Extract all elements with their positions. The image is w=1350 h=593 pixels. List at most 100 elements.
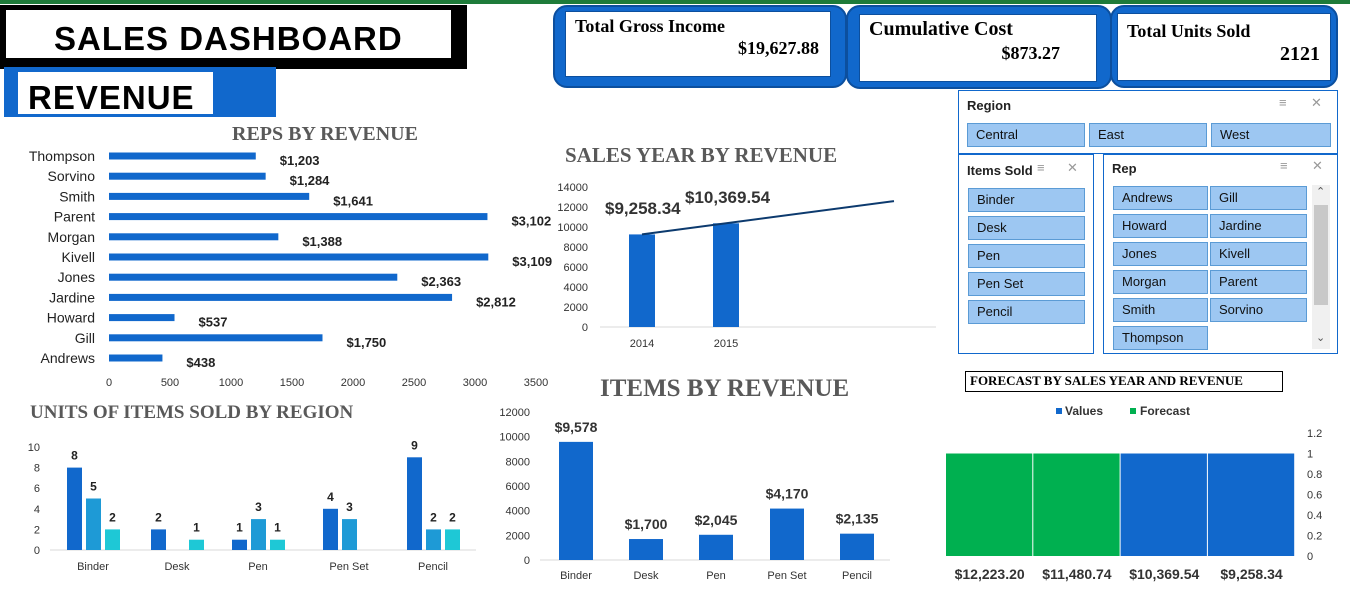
rep-parent-button[interactable]: Parent [1210,270,1307,294]
rep-revenue-bar [109,354,163,362]
items-x-tick-label: Pen [706,570,726,582]
year-x-tick-label: 2015 [714,338,738,350]
kpi-cost-label: Cumulative Cost [869,18,1013,40]
rep-revenue-data-label: $1,641 [333,193,373,208]
item-pen-set-button[interactable]: Pen Set [968,272,1085,296]
units-x-tick-label: Desk [164,561,190,573]
clear-filter-icon[interactable]: ✕ [1067,160,1078,175]
units-data-label: 9 [411,438,418,452]
units-data-label: 8 [71,449,78,463]
rep-revenue-bar [109,273,398,281]
clear-filter-icon[interactable]: ✕ [1312,158,1323,173]
items-revenue-bar [699,534,733,560]
item-pencil-button[interactable]: Pencil [968,300,1085,324]
multi-select-icon[interactable]: ≡ [1279,95,1287,110]
clear-filter-icon[interactable]: ✕ [1311,95,1322,110]
forecast-x-tick-label: $9,258.34 [1220,566,1282,582]
rep-jones-button[interactable]: Jones [1113,242,1208,266]
rep-morgan-button[interactable]: Morgan [1113,270,1208,294]
rep-category-label: Thompson [29,148,95,164]
year-chart-title: SALES YEAR BY REVENUE [565,143,838,167]
year-revenue-bar [629,234,655,327]
rep-howard-button[interactable]: Howard [1113,214,1208,238]
region-east-button[interactable]: East [1089,123,1207,147]
units-data-label: 2 [109,510,116,524]
item-desk-button[interactable]: Desk [968,216,1085,240]
forecast-y-tick-label: 0 [1307,551,1313,563]
item-binder-button[interactable]: Binder [968,188,1085,212]
scroll-down-icon[interactable]: ⌄ [1316,332,1326,344]
dashboard-title: SALES DASHBOARD [54,20,403,57]
items-y-tick-label: 8000 [506,456,530,468]
items-revenue-bar [559,441,593,560]
dashboard-subtitle: REVENUE [28,79,195,116]
items-revenue-data-label: $9,578 [555,419,598,435]
rep-smith-button[interactable]: Smith [1113,298,1208,322]
items-revenue-bar [840,533,874,560]
rep-revenue-data-label: $1,284 [290,173,331,188]
scroll-up-icon[interactable]: ⌃ [1316,186,1326,198]
year-y-tick-label: 12000 [557,202,588,214]
scrollbar-thumb[interactable] [1314,205,1328,305]
kpi-gross-income-value: $19,627.88 [738,38,819,58]
rep-revenue-bar [109,192,310,200]
year-x-tick-label: 2014 [630,338,654,350]
rep-andrews-button[interactable]: Andrews [1113,186,1208,210]
units-bar [232,539,247,550]
reps-x-tick-label: 0 [106,377,112,389]
units-data-label: 5 [90,480,97,494]
region-central-button[interactable]: Central [967,123,1085,147]
forecast-y-tick-label: 0.8 [1307,469,1322,481]
units-bar [426,529,441,550]
forecast-bar [946,453,1033,556]
forecast-bar [1120,453,1207,556]
top-border-line [0,0,1350,4]
rep-revenue-bar [109,213,488,221]
forecast-title-box [965,371,1283,392]
rep-jardine-button[interactable]: Jardine [1210,214,1307,238]
forecast-x-tick-label: $10,369.54 [1129,566,1199,582]
items-x-tick-label: Pencil [842,570,872,582]
kpi-units-card: Total Units Sold 2121 [1110,5,1338,88]
rep-sorvino-button[interactable]: Sorvino [1210,298,1307,322]
units-data-label: 2 [155,510,162,524]
multi-select-icon[interactable]: ≡ [1280,158,1288,173]
year-y-tick-label: 14000 [557,182,588,194]
year-y-tick-label: 4000 [564,282,588,294]
rep-category-label: Sorvino [48,168,96,184]
forecast-x-tick-label: $11,480.74 [1042,566,1112,582]
rep-revenue-data-label: $1,750 [347,335,387,350]
forecast-x-tick-label: $12,223.20 [955,566,1025,582]
items-revenue-data-label: $1,700 [625,516,668,532]
year-trendline [641,200,895,236]
rep-revenue-data-label: $3,109 [512,254,552,269]
multi-select-icon[interactable]: ≡ [1037,160,1045,175]
rep-thompson-button[interactable]: Thompson [1113,326,1208,350]
item-pen-button[interactable]: Pen [968,244,1085,268]
rep-kivell-button[interactable]: Kivell [1210,242,1307,266]
kpi-units-label: Total Units Sold [1127,21,1251,41]
rep-slicer-scrollbar[interactable]: ⌃ ⌄ [1312,185,1330,349]
rep-revenue-bar [109,314,175,322]
units-data-label: 3 [346,500,353,514]
units-data-label: 2 [449,510,456,524]
rep-revenue-bar [109,172,266,180]
forecast-y-tick-label: 0.2 [1307,531,1322,543]
region-west-button[interactable]: West [1211,123,1331,147]
items-x-tick-label: Binder [560,570,592,582]
kpi-gross-income-card: Total Gross Income $19,627.88 [553,5,847,88]
reps-x-tick-label: 2500 [402,377,426,389]
kpi-cost-value: $873.27 [1001,43,1061,63]
rep-category-label: Andrews [41,350,95,366]
items-y-tick-label: 10000 [499,432,530,444]
rep-category-label: Howard [47,310,95,326]
units-x-tick-label: Binder [77,561,109,573]
kpi-units-value: 2121 [1280,43,1320,65]
rep-revenue-bar [109,152,256,160]
units-data-label: 3 [255,500,262,514]
items-y-tick-label: 0 [524,555,530,567]
rep-gill-button[interactable]: Gill [1210,186,1307,210]
units-y-tick-label: 8 [34,463,40,475]
units-bar [251,519,266,550]
